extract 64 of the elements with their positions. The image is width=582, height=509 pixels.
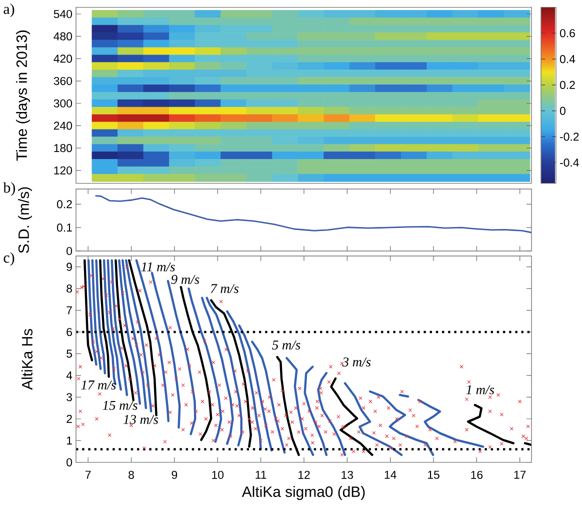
x-tick-label: 13 [342, 470, 353, 479]
text: a) [4, 4, 14, 18]
x-tick-label: 14 [384, 470, 396, 479]
y-tick-label: 120 [54, 166, 72, 174]
annotation: 17 m/s [81, 380, 116, 390]
color-bar-label: 0.4 [560, 55, 576, 64]
y-tick-label: 9 [66, 262, 72, 271]
x-tick-label: 17 [514, 470, 526, 479]
annotation: 1 m/s [466, 385, 494, 394]
color-bar-label: 0 [560, 106, 566, 115]
line-series [304, 366, 328, 456]
annotation: 5 m/s [272, 340, 300, 350]
y-tick-label: 360 [54, 76, 72, 86]
y-tick-label: 1 [66, 436, 72, 445]
y-tick-label: 7 [66, 306, 72, 314]
x-axis-title: AltiKa sigma0 (dB) [242, 486, 365, 500]
annotation: 9 m/s [171, 274, 200, 284]
annotation: 13 m/s [124, 415, 158, 424]
line-series [95, 259, 106, 374]
annotation: 15 m/s [102, 400, 138, 410]
y-tick-label: 6 [66, 328, 72, 336]
y-tick-label: 300 [54, 99, 72, 108]
line-series [200, 296, 234, 445]
color-bar-label: 0.6 [560, 29, 575, 38]
x-tick-label: 11 [256, 470, 266, 479]
x-tick-label: 7 [85, 470, 91, 479]
annotation: 3 m/s [342, 357, 371, 366]
line-series [368, 390, 434, 456]
y-axis-title: Time (days in 2013) [16, 30, 30, 161]
y-tick-label: 180 [54, 144, 72, 152]
line-series [344, 382, 403, 456]
x-tick-label: 15 [428, 470, 440, 479]
color-bar-label: 0.2 [560, 80, 575, 89]
y-tick-label: 0.1 [57, 224, 72, 232]
y-tick-label: 0 [66, 458, 72, 466]
color-bar-label: -0.4 [560, 158, 579, 167]
y-tick-label: 0.2 [57, 200, 72, 208]
line-series [206, 296, 242, 446]
y-tick-label: 420 [54, 54, 72, 63]
x-tick-label: 8 [128, 470, 134, 479]
line-series [95, 195, 532, 234]
text: b) [3, 182, 15, 196]
y-tick-label: 4 [66, 372, 72, 380]
y-tick-label: 240 [54, 122, 72, 130]
y-axis-title: AltiKa Hs [22, 328, 32, 390]
x-tick-label: 10 [212, 470, 224, 479]
y-tick-label: 3 [66, 393, 72, 402]
line-series [466, 404, 514, 444]
annotation: 7 m/s [210, 284, 238, 294]
y-axis-title: S.D. (m/s) [18, 187, 32, 253]
y-tick-label: 2 [66, 414, 72, 423]
y-tick-label: 540 [54, 10, 72, 18]
line-series [317, 372, 346, 456]
y-tick-label: 5 [66, 350, 72, 358]
y-tick-label: 480 [54, 32, 72, 40]
text: c) [4, 252, 14, 266]
y-tick-label: 0 [66, 246, 72, 256]
y-tick-label: 8 [66, 284, 72, 293]
color-bar-label: -0.2 [560, 132, 579, 141]
x-tick-label: 16 [471, 470, 483, 479]
x-tick-label: 12 [298, 470, 310, 479]
line-series [286, 356, 314, 456]
annotation: 11 m/s [141, 262, 175, 272]
x-tick-label: 9 [172, 470, 178, 479]
